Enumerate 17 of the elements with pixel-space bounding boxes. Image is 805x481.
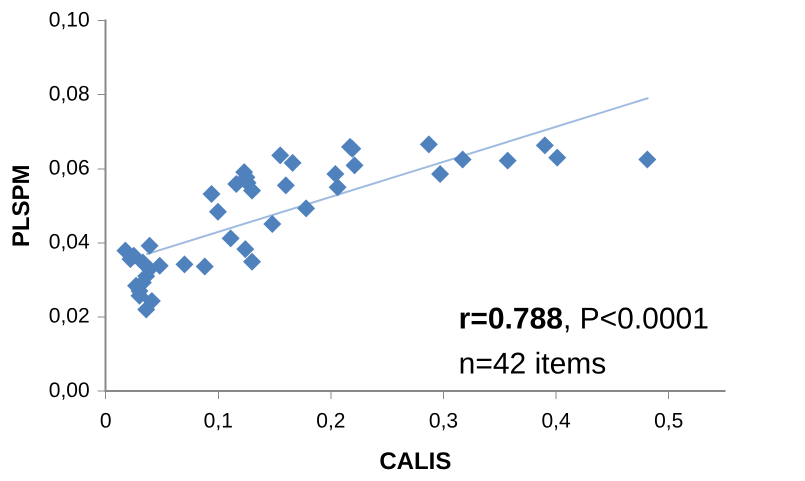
annotation: n=42 items	[458, 348, 606, 381]
y-tick-label: 0,10	[48, 8, 90, 32]
y-axis-title: PLSPM	[8, 164, 36, 248]
y-tick-label: 0,04	[48, 230, 90, 254]
y-tick-label: 0,02	[48, 304, 90, 328]
x-tick-label: 0,1	[204, 409, 233, 432]
y-tick-label: 0,08	[48, 82, 90, 106]
y-tick-label: 0,06	[48, 156, 90, 180]
annotation: , P<0.0001	[562, 302, 709, 336]
x-tick-label: 0,2	[316, 409, 346, 432]
annotation: r=0.788	[458, 302, 563, 336]
y-tick-label: 0,00	[48, 378, 90, 402]
x-tick-label: 0,5	[654, 409, 684, 432]
x-axis-title: CALIS	[379, 448, 452, 476]
x-tick-label: 0	[100, 409, 112, 432]
x-tick-label: 0,3	[428, 409, 458, 432]
x-tick-label: 0,4	[541, 409, 572, 432]
